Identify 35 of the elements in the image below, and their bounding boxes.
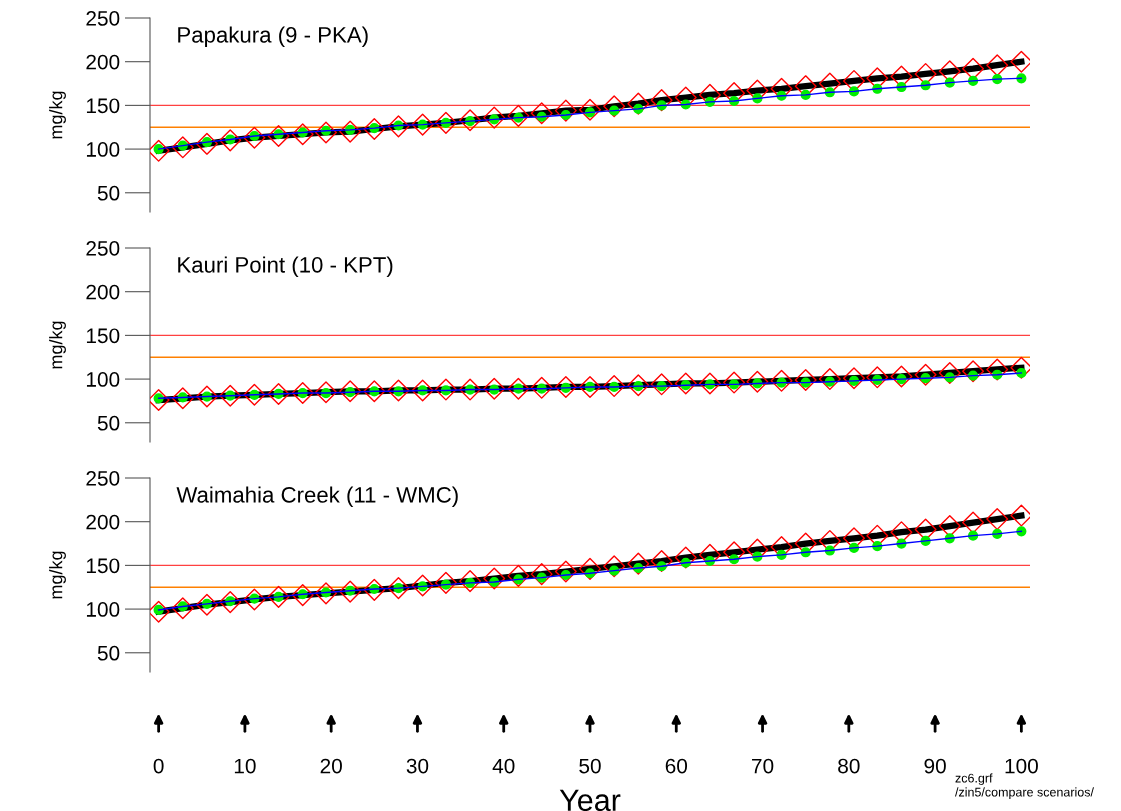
x-axis-title: Year (559, 789, 621, 811)
x-tick-label: 50 (579, 758, 601, 774)
y-tick-label: 50 (97, 645, 120, 661)
y-tick-label: 50 (97, 185, 120, 201)
y-tick-label: 150 (86, 98, 120, 114)
chart-title: Kauri Point (10 - KPT) (178, 256, 393, 278)
chart-title: Waimahia Creek (11 - WMC) (176, 486, 458, 508)
y-tick-label: 150 (86, 328, 120, 344)
y-tick-label: 250 (86, 11, 120, 26)
x-tick-label: 40 (492, 758, 515, 774)
y-tick-label: 100 (86, 372, 120, 387)
x-tick-label: 30 (406, 758, 429, 774)
x-tick-label: 0 (153, 758, 164, 774)
y-tick-label: 200 (86, 54, 120, 70)
y-tick-label: 250 (86, 241, 120, 256)
y-tick-label: 150 (86, 558, 120, 574)
y-tick-label: 200 (86, 284, 120, 300)
chart-title: Papakura (9 - PKA) (178, 26, 368, 48)
y-tick-label: 50 (97, 415, 120, 431)
x-tick-label: 100 (1005, 758, 1038, 774)
y-tick-label: 100 (86, 142, 120, 157)
y-tick-label: 250 (86, 471, 120, 486)
x-tick-label: 10 (234, 758, 256, 774)
x-tick-label: 60 (665, 758, 688, 774)
text: zc6.grf (955, 773, 993, 785)
x-tick-label: 90 (924, 758, 946, 774)
y-axis-title: mg/kg (49, 551, 66, 599)
y-tick-label: 100 (86, 602, 120, 617)
x-tick-label: 80 (838, 758, 860, 774)
y-axis-title: mg/kg (49, 91, 66, 139)
x-tick-label: 70 (752, 758, 774, 774)
y-tick-label: 200 (86, 514, 120, 530)
y-axis-title: mg/kg (49, 321, 66, 369)
text: /zin5/compare scenarios/ (955, 787, 1094, 799)
x-tick-label: 20 (320, 758, 342, 774)
